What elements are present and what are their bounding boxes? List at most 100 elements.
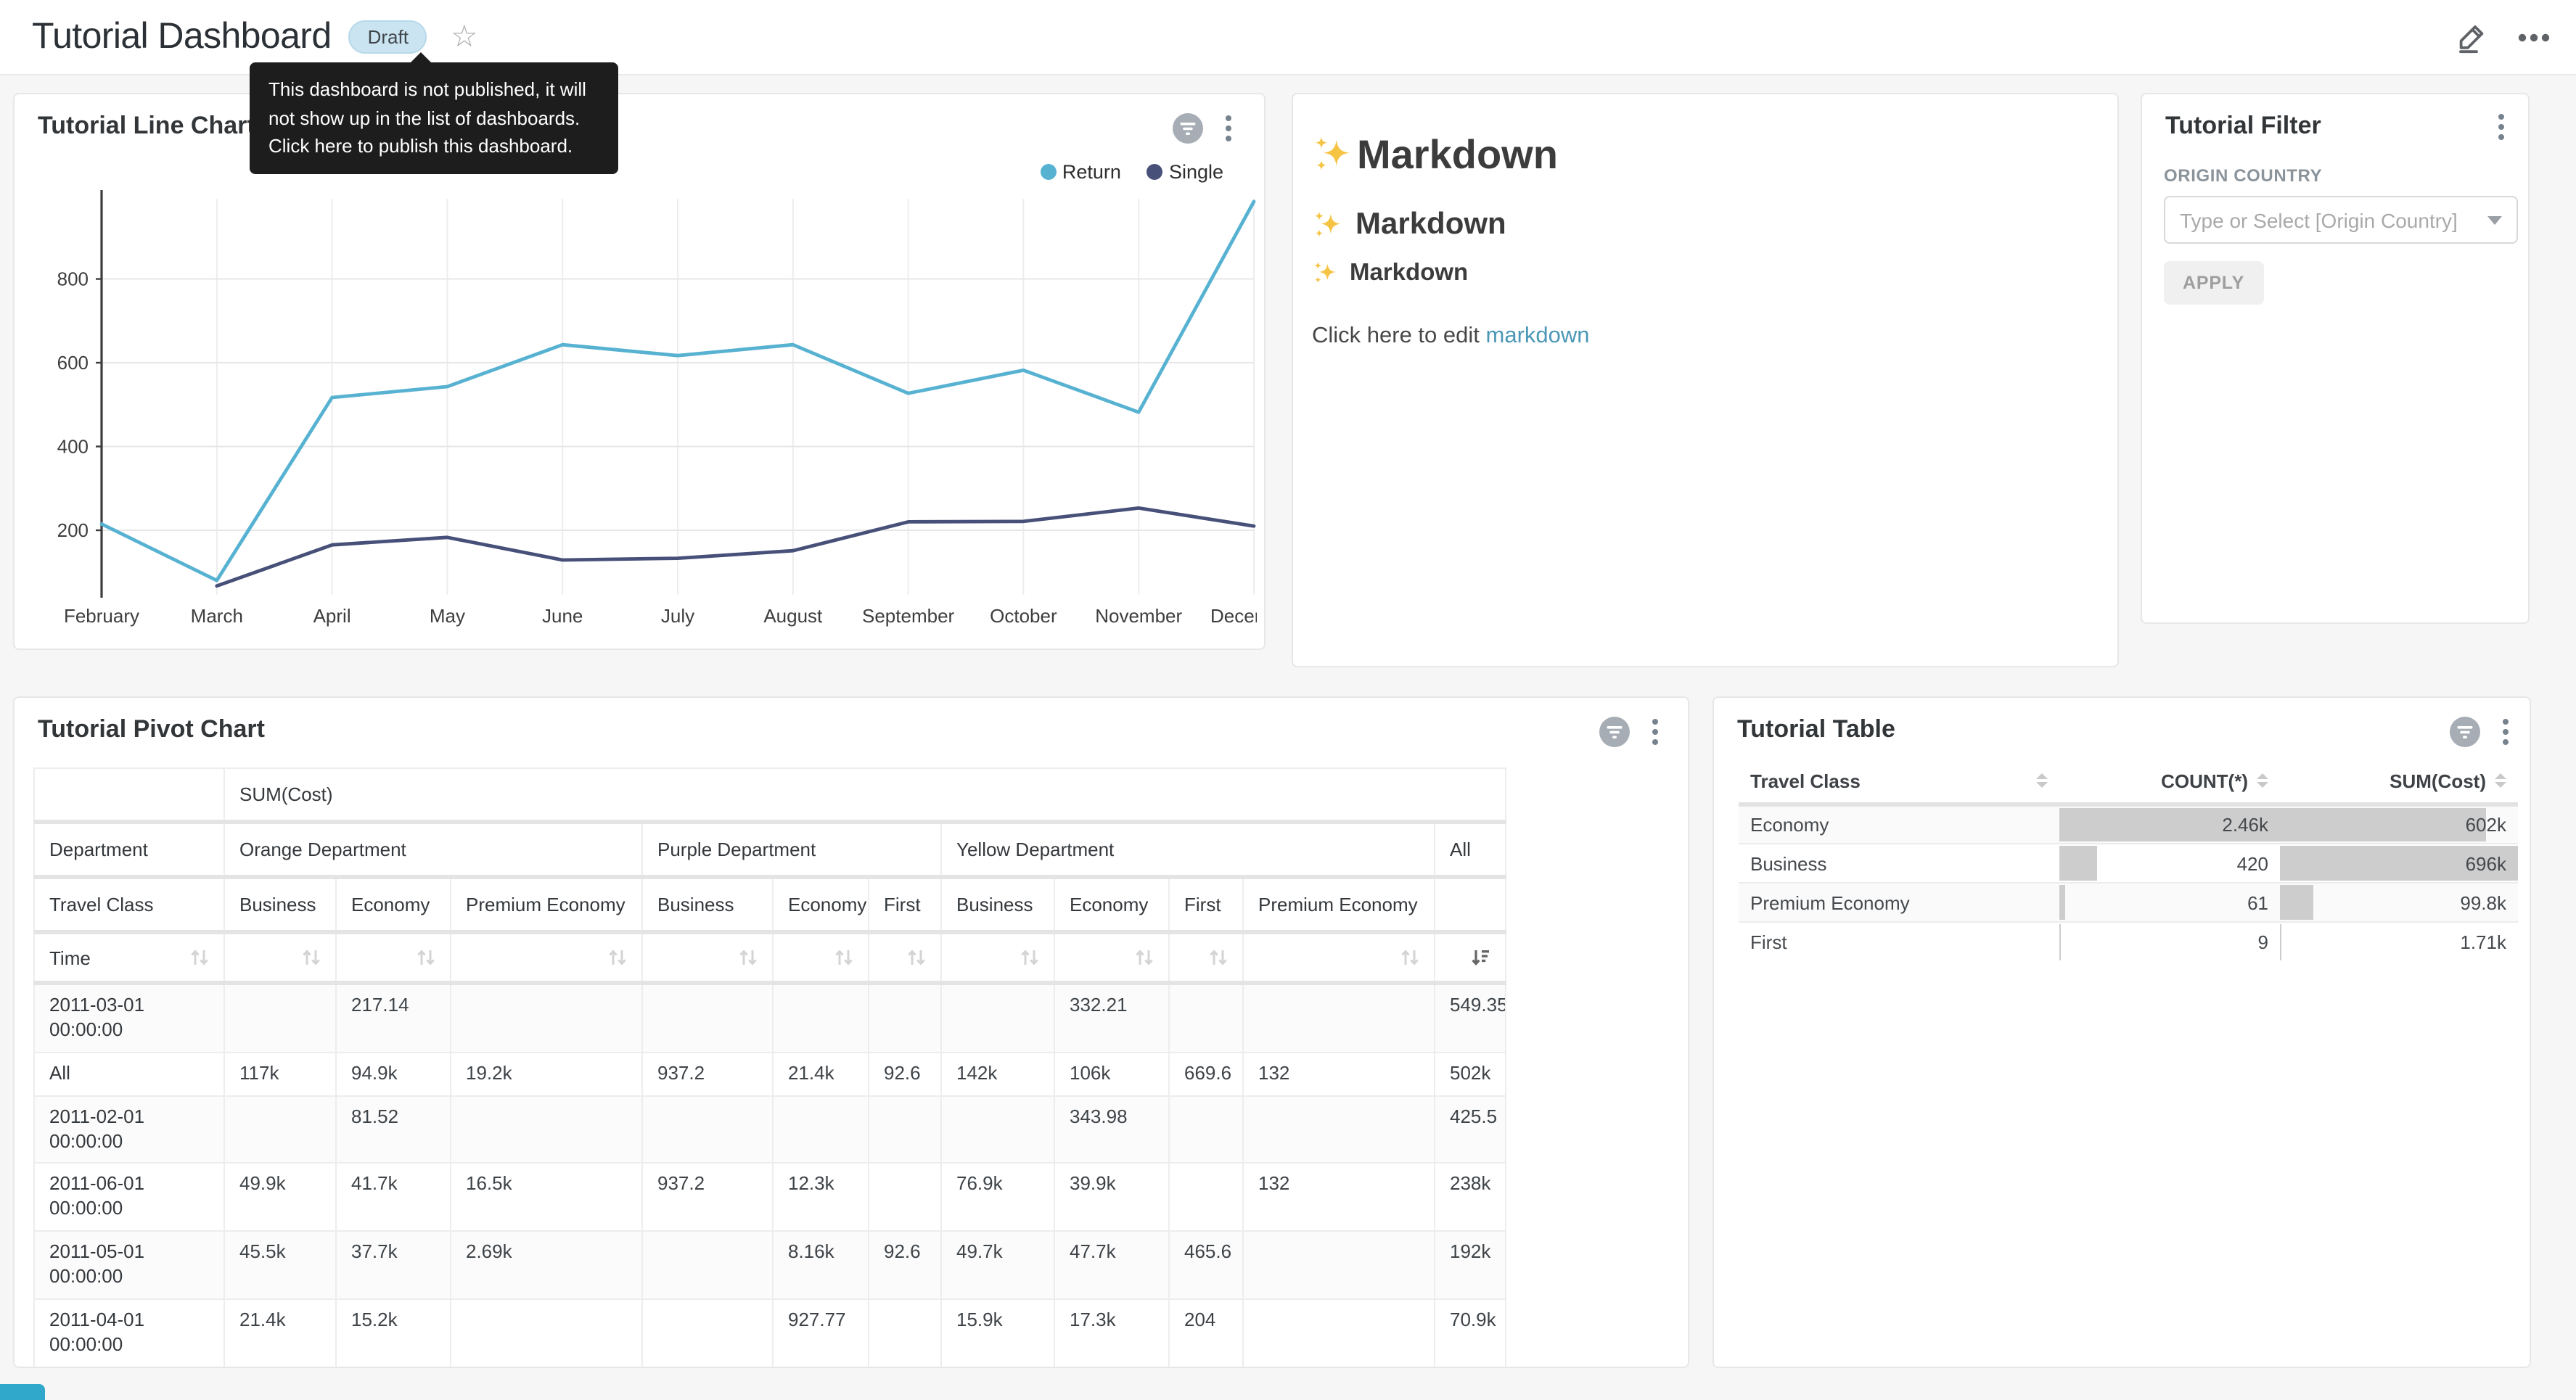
sort-caret-icon[interactable] (2257, 773, 2268, 788)
table-row[interactable]: Economy2.46k602k (1739, 804, 2518, 844)
sort-icon[interactable] (608, 947, 627, 968)
svg-text:October: October (990, 605, 1057, 627)
col-label: COUNT(*) (2161, 770, 2248, 791)
pivot-cell: 12.3k (773, 1164, 869, 1232)
sort-icon[interactable] (1400, 947, 1419, 968)
filter-actions (2498, 113, 2505, 141)
pivot-sub-dimension: Travel Class (34, 877, 224, 932)
chevron-down-icon (2487, 215, 2502, 224)
filter-title: Tutorial Filter (2165, 112, 2321, 141)
chart-menu-kebab-icon[interactable] (1652, 718, 1659, 746)
pivot-row: All117k94.9k19.2k937.221.4k92.6142k106k6… (34, 1053, 1506, 1096)
pivot-cell (1169, 983, 1243, 1053)
legend-label: Single (1169, 161, 1223, 183)
filter-scope-icon[interactable] (2450, 717, 2480, 747)
travel-class-cell: Premium Economy (1739, 883, 2059, 922)
pivot-sort-cell (1054, 932, 1169, 983)
pivot-row-dimension: Time (34, 932, 224, 983)
pivot-cell: 132 (1243, 1164, 1435, 1232)
pivot-cell: 465.6 (1169, 1231, 1243, 1299)
pivot-cell (224, 1095, 336, 1164)
pivot-cell (869, 1299, 941, 1367)
sort-icon[interactable] (834, 947, 853, 968)
pivot-cell: 81.52 (336, 1095, 451, 1164)
pivot-group-yellow: Yellow Department (941, 822, 1435, 877)
sort-icon[interactable] (907, 947, 926, 968)
pivot-row: 2011-04-01 00:00:0021.4k15.2k927.7715.9k… (34, 1299, 1506, 1367)
pivot-cell: 45.5k (224, 1231, 336, 1299)
apply-button[interactable]: APPLY (2164, 261, 2263, 305)
sort-desc-icon[interactable] (1470, 947, 1490, 968)
chart-menu-kebab-icon[interactable] (2498, 113, 2505, 141)
table-row[interactable]: Premium Economy6199.8k (1739, 883, 2518, 922)
return-series-dot (1041, 164, 1057, 180)
pivot-sort-cell (1243, 932, 1435, 983)
pivot-cell: 117k (224, 1053, 336, 1096)
pivot-cell: 937.2 (642, 1164, 773, 1232)
pivot-subcol: Business (941, 877, 1054, 932)
value-bar (2059, 846, 2097, 881)
svg-text:June: June (542, 605, 583, 627)
chart-menu-kebab-icon[interactable] (2502, 718, 2509, 746)
col-header-sum-cost[interactable]: SUM(Cost) (2280, 759, 2518, 804)
pivot-cell (941, 983, 1054, 1053)
pivot-row-header: 2011-03-01 00:00:00 (34, 983, 224, 1053)
more-options-icon[interactable] (2518, 33, 2550, 41)
pivot-sort-cell (642, 932, 773, 983)
pivot-cell: 94.9k (336, 1053, 451, 1096)
svg-text:400: 400 (57, 436, 89, 458)
markdown-edit-link[interactable]: markdown (1486, 324, 1590, 348)
pivot-cell: 192k (1435, 1231, 1506, 1299)
pivot-sort-cell (224, 932, 336, 983)
pivot-row-header: 2011-05-01 00:00:00 (34, 1231, 224, 1299)
pivot-cell (869, 1095, 941, 1164)
panel-filter: Tutorial Filter ORIGIN COUNTRY Type or S… (2141, 93, 2530, 624)
svg-text:December: December (1210, 605, 1257, 627)
legend-item-single[interactable]: Single (1147, 161, 1223, 183)
panel-pivot-chart: Tutorial Pivot Chart (13, 696, 1689, 1368)
pivot-cell: 8.16k (773, 1231, 869, 1299)
pivot-cell: 502k (1435, 1053, 1506, 1096)
tooltip-text: This dashboard is not published, it will… (268, 78, 586, 157)
sort-icon[interactable] (190, 947, 209, 968)
pivot-measure-header: SUM(Cost) (224, 768, 1506, 822)
chart-menu-kebab-icon[interactable] (1225, 115, 1232, 142)
sort-icon[interactable] (417, 947, 435, 968)
line-chart-plot: 200400600800FebruaryMarchAprilMayJuneJul… (26, 184, 1257, 643)
pivot-row-header: 2011-04-01 00:00:00 (34, 1299, 224, 1367)
edit-dashboard-icon[interactable] (2454, 20, 2489, 54)
sort-icon[interactable] (302, 947, 321, 968)
pivot-cell: 70.9k (1435, 1299, 1506, 1367)
legend-item-return[interactable]: Return (1041, 161, 1121, 183)
pivot-cell: 21.4k (224, 1299, 336, 1367)
draft-badge[interactable]: Draft (349, 20, 427, 54)
table-row[interactable]: First91.71k (1739, 922, 2518, 961)
pivot-chart-title: Tutorial Pivot Chart (38, 715, 265, 744)
sort-icon[interactable] (1020, 947, 1039, 968)
pivot-cell (1169, 1164, 1243, 1232)
pivot-group-purple: Purple Department (642, 822, 941, 877)
panel-table: Tutorial Table Travel Class COUNT(*) SUM (1712, 696, 2531, 1368)
filter-scope-icon[interactable] (1599, 717, 1630, 747)
sort-caret-icon[interactable] (2495, 773, 2506, 788)
sort-icon[interactable] (1135, 947, 1154, 968)
pivot-group-orange: Orange Department (224, 822, 642, 877)
table-row[interactable]: Business420696k (1739, 844, 2518, 883)
sort-caret-icon[interactable] (2036, 773, 2048, 788)
origin-country-select[interactable]: Type or Select [Origin Country] (2164, 196, 2518, 244)
filter-scope-icon[interactable] (1173, 113, 1203, 144)
pivot-cell (642, 1095, 773, 1164)
pivot-subcol: Premium Economy (1243, 877, 1435, 932)
col-header-count[interactable]: COUNT(*) (2059, 759, 2280, 804)
pivot-col-dimension: Department (34, 822, 224, 877)
pivot-cell: 92.6 (869, 1231, 941, 1299)
col-header-travel-class[interactable]: Travel Class (1739, 759, 2059, 804)
sort-icon[interactable] (739, 947, 758, 968)
panel-markdown[interactable]: Markdown Markdown Markdown Click here to… (1292, 93, 2119, 667)
sum-cost-cell: 1.71k (2280, 922, 2518, 961)
favorite-star-icon[interactable]: ☆ (451, 22, 478, 52)
pivot-table: SUM(Cost) Department Orange Department P… (33, 767, 1506, 1368)
sort-icon[interactable] (1209, 947, 1228, 968)
publish-tooltip[interactable]: This dashboard is not published, it will… (250, 62, 618, 173)
pivot-subcol: Economy (1054, 877, 1169, 932)
